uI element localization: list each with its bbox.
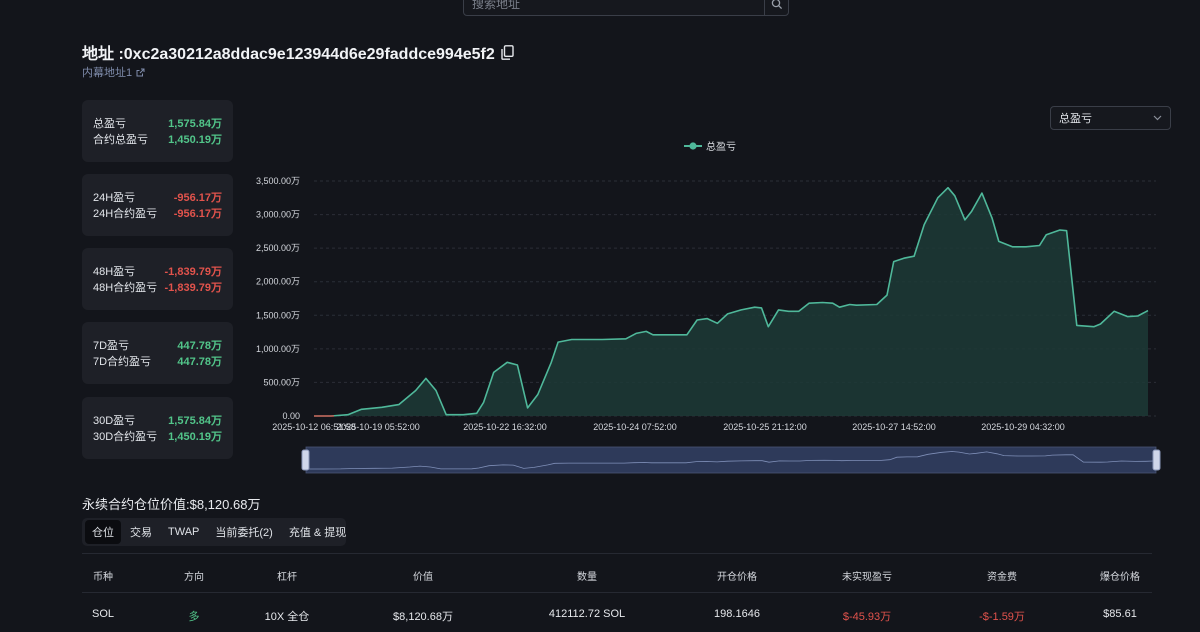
metric-select[interactable]: 总盈亏 [1050, 106, 1171, 130]
tab-bar: 仓位 交易 TWAP 当前委托(2) 充值 & 提现 [82, 518, 346, 546]
table-header-cell: 资金费 [987, 572, 1017, 583]
zoom-slider-preview [306, 451, 1157, 470]
metric-select-value: 总盈亏 [1059, 113, 1092, 125]
table-cell-unrealized-pnl: $-45.93万 [842, 611, 892, 623]
table-cell-funding-fee: -$-1.59万 [979, 611, 1025, 623]
series-line [314, 186, 1149, 417]
card-value: 447.78万 [177, 356, 222, 368]
card-label: 总盈亏 [93, 118, 126, 130]
legend-label: 总盈亏 [706, 142, 736, 153]
card-label: 30D合约盈亏 [93, 431, 158, 443]
table-cell-value: $8,120.68万 [393, 611, 453, 623]
y-tick-label: 3,000.00万 [256, 210, 300, 220]
search-input[interactable] [464, 0, 764, 15]
table-header-cell: 未实现盈亏 [842, 572, 892, 583]
pnl-card-24h: 24H盈亏 -956.17万 24H合约盈亏 -956.17万 [82, 174, 233, 236]
tab-twap[interactable]: TWAP [168, 526, 200, 538]
y-tick-label: 1,000.00万 [256, 344, 300, 354]
area-fill [314, 187, 1148, 416]
table-header-cell: 方向 [184, 572, 204, 583]
pnl-card-48h: 48H盈亏 -1,839.79万 48H合约盈亏 -1,839.79万 [82, 248, 233, 310]
search-icon [771, 0, 782, 10]
table-cell-symbol: SOL [91, 608, 115, 620]
card-label: 48H合约盈亏 [93, 282, 158, 294]
chevron-down-icon [1153, 115, 1162, 121]
card-label: 24H合约盈亏 [93, 208, 158, 220]
card-label: 合约总盈亏 [93, 134, 148, 146]
y-tick-label: 2,000.00万 [256, 277, 300, 287]
y-tick-label: 500.00万 [263, 377, 300, 387]
page-title: 地址 :0xc2a30212a8ddac9e123944d6e29faddce9… [82, 46, 495, 63]
zoom-handle-right[interactable] [1152, 449, 1161, 471]
pnl-card-30d: 30D盈亏 1,575.84万 30D合约盈亏 1,450.19万 [82, 397, 233, 459]
external-link-icon [136, 68, 145, 76]
x-tick-label: 2025-10-29 04:32:00 [981, 422, 1065, 432]
table-divider [82, 592, 1152, 593]
table-cell-entry-price: 198.1646 [714, 608, 760, 620]
zoom-slider-track [305, 446, 1157, 474]
x-tick-label: 2025-10-27 14:52:00 [852, 422, 936, 432]
search-button[interactable] [764, 0, 788, 15]
card-value: -956.17万 [173, 192, 222, 204]
card-value: 1,575.84万 [168, 118, 222, 130]
tab-deposits-withdrawals[interactable]: 充值 & 提现 [288, 527, 347, 539]
card-value: 1,450.19万 [168, 134, 222, 146]
x-tick-label: 2025-10-22 16:32:00 [463, 422, 547, 432]
y-tick-label: 2,500.00万 [256, 243, 300, 253]
tab-positions[interactable]: 仓位 [85, 520, 121, 544]
table-header-cell: 价值 [413, 572, 433, 583]
table-cell-liquidation-price: $85.61 [1103, 608, 1137, 620]
position-value: 永续合约仓位价值:$8,120.68万 [82, 497, 261, 512]
y-tick-label: 3,500.00万 [256, 176, 300, 186]
search-bar [463, 0, 789, 16]
pnl-card-total: 总盈亏 1,575.84万 合约总盈亏 1,450.19万 [82, 100, 233, 162]
card-value: 1,450.19万 [168, 431, 222, 443]
tab-trades[interactable]: 交易 [130, 527, 152, 539]
y-tick-label: 0.00 [282, 411, 300, 421]
address-header: 地址 :0xc2a30212a8ddac9e123944d6e29faddce9… [82, 40, 514, 64]
x-tick-label: 2025-10-24 07:52:00 [593, 422, 677, 432]
card-label: 24H盈亏 [93, 192, 136, 204]
x-tick-label: 2025-10-12 06:51:58 [272, 422, 356, 432]
pnl-chart[interactable]: 0.00 500.00万 1,000.00万 1,500.00万 2,000.00万 2,… [250, 168, 1170, 478]
table-divider [82, 553, 1152, 554]
table-cell-leverage: 10X 全仓 [264, 611, 310, 623]
card-value: -1,839.79万 [164, 282, 222, 294]
card-label: 30D盈亏 [93, 415, 136, 427]
y-tick-label: 1,500.00万 [256, 310, 300, 320]
address-tag[interactable]: 内幕地址1 [82, 64, 145, 80]
card-value: -1,839.79万 [164, 266, 222, 278]
table-header-cell: 币种 [93, 572, 113, 583]
legend-marker-icon [684, 141, 702, 150]
card-value: 1,575.84万 [168, 415, 222, 427]
table-header-cell: 开仓价格 [717, 572, 757, 583]
tab-open-orders[interactable]: 当前委托(2) [215, 527, 273, 539]
card-label: 7D盈亏 [93, 340, 130, 352]
chart-legend[interactable]: 总盈亏 [684, 138, 736, 153]
x-tick-label: 2025-10-25 21:12:00 [723, 422, 807, 432]
zoom-handle-left[interactable] [301, 449, 310, 471]
address-tag-label: 内幕地址1 [82, 67, 133, 79]
x-tick-label: 2025-10-19 05:52:00 [336, 422, 420, 432]
table-cell-quantity: 412112.72 SOL [548, 608, 626, 620]
table-header-cell: 数量 [577, 572, 597, 583]
card-label: 7D合约盈亏 [93, 356, 152, 368]
copy-icon[interactable] [501, 44, 514, 60]
table-header-cell: 杠杆 [277, 572, 297, 583]
pnl-card-7d: 7D盈亏 447.78万 7D合约盈亏 447.78万 [82, 322, 233, 384]
card-value: 447.78万 [177, 340, 222, 352]
table-cell-direction: 多 [188, 611, 200, 623]
table-header-cell: 爆仓价格 [1100, 572, 1140, 583]
card-value: -956.17万 [173, 208, 222, 220]
card-label: 48H盈亏 [93, 266, 136, 278]
